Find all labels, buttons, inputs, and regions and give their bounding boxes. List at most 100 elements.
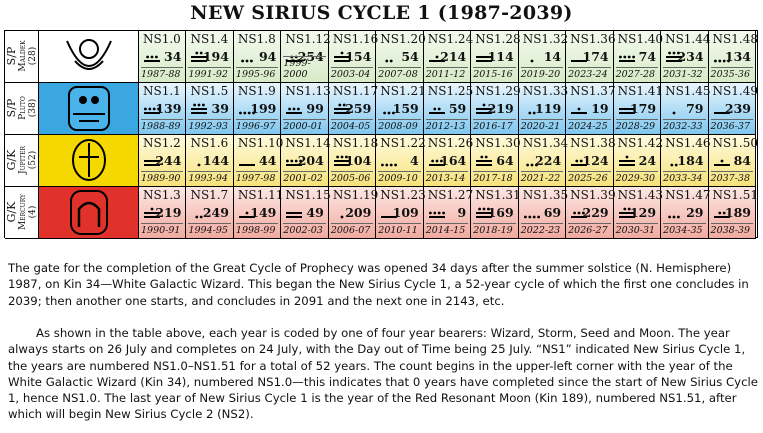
year-code: NS1.43: [617, 188, 664, 202]
kin-row: 209: [329, 203, 373, 221]
tone-glyph: [195, 215, 204, 219]
tone-glyph: [385, 59, 393, 63]
years: 1989-90: [141, 171, 184, 184]
kin-number: 69: [543, 205, 562, 220]
year-cell: NS1.45 79 2032-33: [661, 83, 711, 134]
tone-glyph: [713, 59, 730, 63]
year-cell: NS1.42 24 2029-30: [614, 135, 663, 186]
year-cell: NS1.39 229 2026-27: [566, 187, 616, 238]
year-cell: NS1.14 204 2001-02: [281, 135, 331, 186]
years: 2029-30: [615, 171, 659, 184]
table-row: S/P Maldek (28) NS1.0 34 1987-88 NS1.4 194 1991-…: [5, 31, 758, 83]
kin-number: 104: [345, 153, 372, 168]
kin-number: 239: [724, 101, 751, 116]
kin-number: 214: [440, 49, 467, 64]
years: 1987-88: [141, 67, 184, 80]
year-cell: NS1.34 224 2021-22: [519, 135, 568, 186]
tone-glyph: [238, 111, 255, 115]
kin-number: 149: [250, 205, 277, 220]
years: 2002-03: [283, 223, 326, 236]
year-code: NS1.26: [427, 136, 474, 150]
year-cell: NS1.12 254 1999-2000: [281, 31, 331, 82]
year-cell: NS1.35 69 2022-23: [519, 187, 568, 238]
year-code: NS1.37: [570, 84, 616, 98]
years: 2037-38: [710, 171, 753, 184]
years: 2003-04: [330, 67, 374, 80]
year-cell: NS1.51 189 2038-39: [709, 187, 758, 238]
kin-row: 99: [281, 99, 325, 117]
years: 1998-99: [235, 223, 279, 236]
tone-glyph: [333, 103, 350, 114]
year-cell: NS1.11 149 1998-99: [234, 187, 283, 238]
kin-number: 219: [155, 205, 182, 220]
row-label: G/K Mercury (4): [5, 187, 39, 238]
year-cell: NS1.31 169 2018-19: [471, 187, 521, 238]
kin-row: 154: [329, 47, 373, 65]
paragraph: The gate for the completion of the Great…: [8, 261, 749, 308]
year-code: NS1.33: [522, 84, 569, 98]
year-bearer-group: G/K: [5, 201, 18, 223]
kin-number: 144: [202, 153, 229, 168]
year-code: NS1.2: [143, 136, 181, 150]
kin-row: 229: [566, 203, 610, 221]
year-code: NS1.36: [570, 32, 616, 46]
kin-row: 259: [329, 99, 373, 117]
kin-row: 19: [566, 99, 610, 117]
year-cell: NS1.49 239 2036-37: [709, 83, 758, 134]
year-cell: NS1.22 4 2009-10: [376, 135, 426, 186]
year-cell: NS1.33 119 2020-21: [519, 83, 569, 134]
kin-row: 129: [614, 203, 658, 221]
year-cell: NS1.29 219 2016-17: [471, 83, 521, 134]
kin-row: 194: [186, 47, 230, 65]
kin-row: 49: [281, 203, 325, 221]
tone-glyph: [672, 111, 676, 115]
years: 1997-98: [235, 171, 279, 184]
kin-number: 114: [487, 49, 514, 64]
tone-glyph: [571, 159, 588, 166]
year-cell: NS1.4 194 1991-92: [186, 31, 234, 82]
tone-glyph: [144, 55, 160, 62]
kin-number: 29: [686, 205, 704, 220]
tone-glyph: [381, 216, 398, 218]
years: 2035-36: [710, 67, 753, 80]
kin-number: 59: [448, 101, 467, 116]
kin-number: 64: [496, 153, 514, 168]
year-cell: NS1.30 64 2017-18: [471, 135, 521, 186]
year-code: NS1.10: [237, 136, 284, 150]
year-code: NS1.31: [475, 188, 521, 202]
table-row: G/K Jupiter (52) NS1.2 244 1989-90 NS1.6 144 199…: [5, 135, 758, 187]
years: 2000-01: [283, 119, 326, 132]
row-label-text: G/K Jupiter (52): [5, 146, 38, 174]
years: 2004-05: [330, 119, 374, 132]
kin-number: 44: [258, 153, 277, 168]
seal-icon: [39, 135, 139, 186]
kin-number: 4: [410, 153, 419, 168]
tone-glyph: [428, 55, 445, 62]
kin-row: 219: [139, 203, 183, 221]
year-cell: NS1.17 259 2004-05: [329, 83, 378, 134]
tone-glyph: [476, 155, 493, 166]
kin-row: 219: [471, 99, 515, 117]
kin-row: 119: [519, 99, 563, 117]
year-cell: NS1.1 139 1988-89: [139, 83, 187, 134]
kin-row: 9: [424, 203, 468, 221]
year-cell: NS1.46 184 2033-34: [661, 135, 711, 186]
tone-glyph: [238, 164, 255, 166]
kin-number: 24: [638, 153, 657, 168]
tone-glyph: [618, 155, 635, 166]
year-cell: NS1.44 234 2031-32: [661, 31, 711, 82]
kin-number: 159: [392, 101, 419, 116]
kin-row: 199: [234, 99, 278, 117]
kin-row: 84: [709, 151, 753, 169]
year-cell: NS1.36 174 2023-24: [566, 31, 616, 82]
year-bearer-group: S/P: [5, 46, 18, 66]
year-bearer-group: G/K: [5, 149, 18, 171]
kin-number: 124: [582, 153, 609, 168]
year-code: NS1.1: [143, 84, 181, 98]
years: 2016-17: [473, 119, 516, 132]
kin-number: 154: [345, 49, 372, 64]
years: 1993-94: [188, 171, 231, 184]
year-code: NS1.13: [285, 84, 331, 98]
year-code: NS1.44: [665, 32, 711, 46]
kin-row: 29: [661, 203, 705, 221]
